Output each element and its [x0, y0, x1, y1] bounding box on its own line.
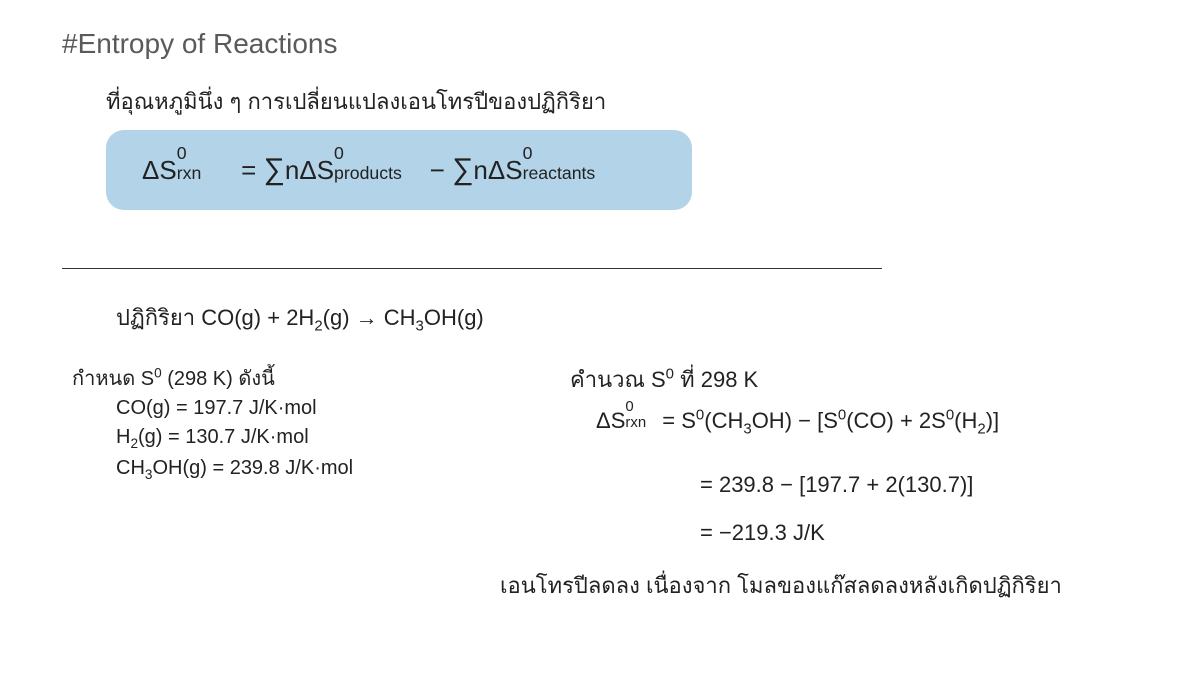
calc-pre: คำนวณ S: [570, 367, 666, 392]
lhs-delta: ΔS: [142, 155, 177, 185]
ce-s3-post: )]: [986, 408, 999, 433]
ce-lhs-sub: rxn: [625, 414, 646, 431]
ce-lhs-sup: 0: [625, 398, 633, 415]
calc-equation: ΔS0rxn = S0(CH3OH) − [S0(CO) + 2S0(H2)]: [596, 406, 999, 437]
calc-result: = −219.3 J/K: [700, 520, 825, 546]
reaction-equation: ปฏิกิริยา CO(g) + 2H2(g) → CH3OH(g): [116, 300, 484, 335]
calc-substitution: = 239.8 − [197.7 + 2(130.7)]: [700, 472, 973, 498]
g3-post: OH(g) = 239.8 J/K·mol: [152, 457, 353, 479]
n-1: n: [285, 155, 299, 185]
calc-post: ที่ 298 K: [674, 367, 758, 392]
lhs-sub: rxn: [177, 163, 202, 184]
t1-delta: ΔS: [299, 155, 334, 185]
given-values: CO(g) = 197.7 J/K·mol H2(g) = 130.7 J/K·…: [116, 394, 353, 484]
reaction-post: OH(g): [424, 305, 484, 330]
given-pre: กำหนด S: [72, 368, 154, 390]
t1-sub: products: [334, 163, 402, 184]
reaction-h2: 2: [314, 317, 322, 334]
sigma-2: ∑: [452, 153, 473, 186]
eq-sign: =: [234, 155, 264, 185]
t2-delta: ΔS: [488, 155, 523, 185]
given-post: (298 K) ดังนี้: [162, 368, 275, 390]
g2-sub: 2: [130, 436, 138, 451]
reaction-pre: CO(g) + 2H: [201, 305, 314, 330]
given-line-2: H2(g) = 130.7 J/K·mol: [116, 423, 353, 454]
given-line-1: CO(g) = 197.7 J/K·mol: [116, 394, 353, 423]
ce-s1-pre: (CH: [704, 408, 743, 433]
ce-s2-sup: 0: [838, 407, 846, 424]
page-title: #Entropy of Reactions: [62, 28, 338, 60]
g2-pre: H: [116, 426, 130, 448]
reaction-label: ปฏิกิริยา: [116, 305, 201, 330]
sigma-1: ∑: [264, 153, 285, 186]
t2-sup: 0: [523, 143, 533, 164]
ce-eq: = S: [656, 408, 696, 433]
reaction-mid: (g) → CH: [323, 305, 416, 330]
minus: −: [422, 155, 452, 185]
given-line-3: CH3OH(g) = 239.8 J/K·mol: [116, 454, 353, 485]
n-2: n: [473, 155, 487, 185]
calc-label: คำนวณ S0 ที่ 298 K: [570, 362, 758, 397]
ce-s1-sub: 3: [743, 420, 751, 437]
g3-pre: CH: [116, 457, 145, 479]
ce-s3-pre: (H: [954, 408, 977, 433]
divider: [62, 268, 882, 269]
ce-s1-sup: 0: [696, 407, 704, 424]
calc-sup: 0: [666, 366, 674, 383]
reaction-ch3: 3: [416, 317, 424, 334]
conclusion-text: เอนโทรปีลดลง เนื่องจาก โมลของแก๊สลดลงหลั…: [500, 568, 1062, 603]
t2-sub: reactants: [523, 163, 596, 184]
formula-content: ΔS0rxn = ∑nΔS0products − ∑nΔS0reactants: [142, 153, 616, 187]
given-label: กำหนด S0 (298 K) ดังนี้: [72, 362, 275, 394]
t1-sup: 0: [334, 143, 344, 164]
g2-post: (g) = 130.7 J/K·mol: [138, 426, 309, 448]
ce-s1-post: OH) − [S: [752, 408, 838, 433]
main-formula-box: ΔS0rxn = ∑nΔS0products − ∑nΔS0reactants: [106, 130, 692, 210]
intro-text: ที่อุณหภูมินึ่ง ๆ การเปลี่ยนแปลงเอนโทรปี…: [106, 84, 606, 119]
ce-lhs: ΔS: [596, 408, 625, 433]
given-sup: 0: [154, 365, 162, 380]
ce-s2-post: (CO) + 2S: [846, 408, 946, 433]
ce-s3-sup: 0: [946, 407, 954, 424]
lhs-sup: 0: [177, 143, 187, 164]
ce-s3-sub: 2: [977, 420, 985, 437]
